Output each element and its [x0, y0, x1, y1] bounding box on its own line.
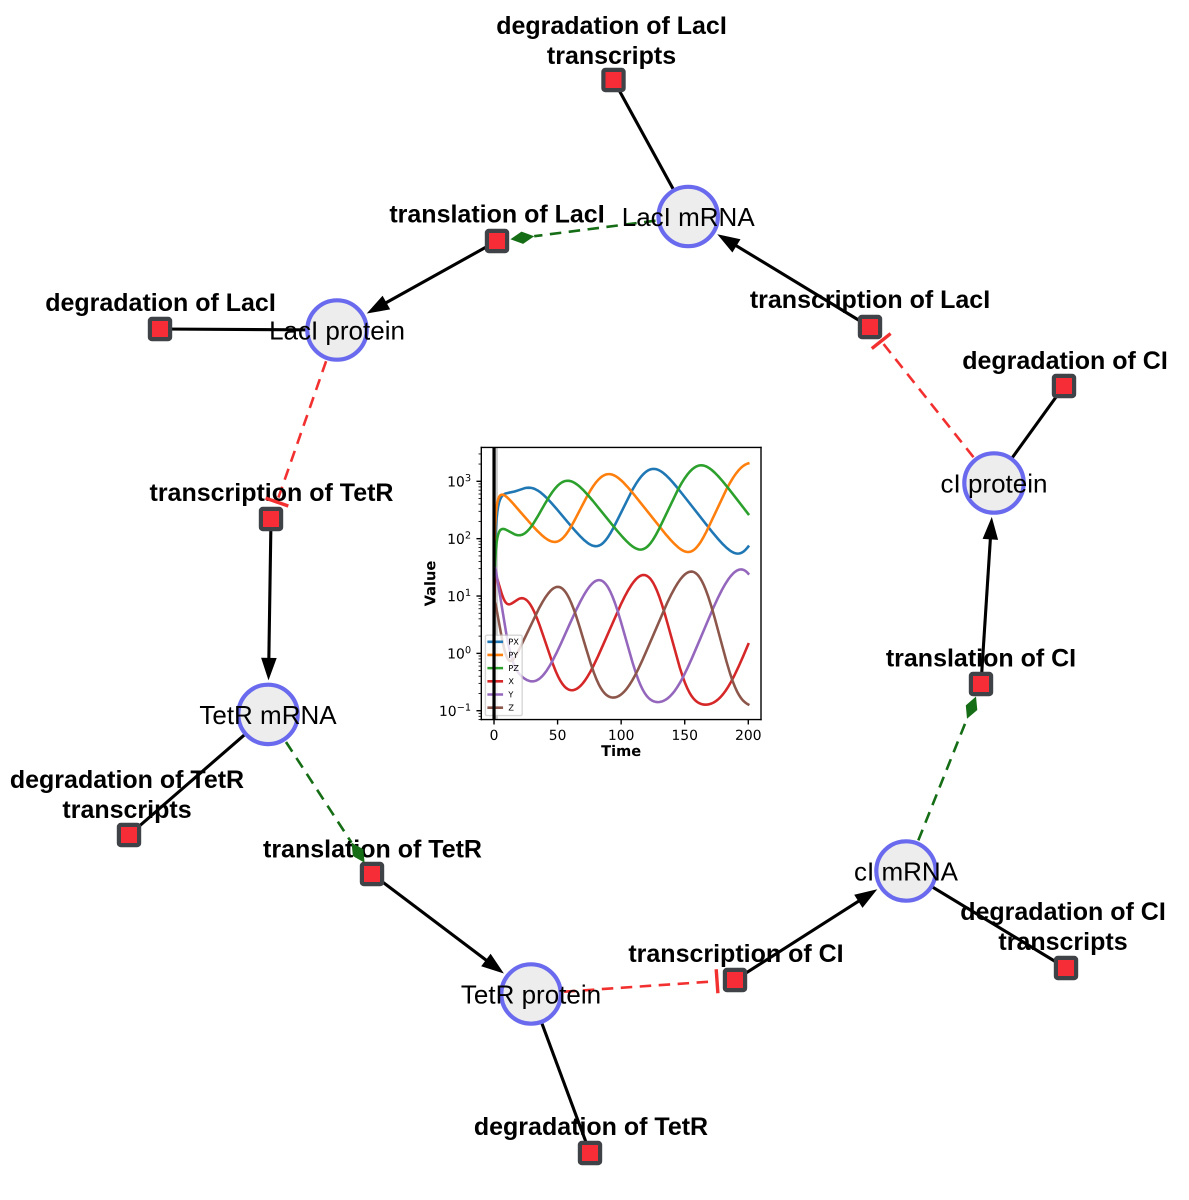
- svg-text:degradation of LacI: degradation of LacI: [496, 12, 727, 40]
- svg-text:transcription of LacI: transcription of LacI: [750, 286, 990, 314]
- svg-text:transcripts: transcripts: [998, 928, 1127, 956]
- svg-text:degradation of TetR: degradation of TetR: [10, 766, 244, 794]
- svg-text:cI mRNA: cI mRNA: [854, 857, 959, 887]
- svg-text:transcription of TetR: transcription of TetR: [150, 479, 394, 507]
- svg-text:TetR mRNA: TetR mRNA: [199, 700, 337, 730]
- svg-text:cI protein: cI protein: [941, 469, 1048, 499]
- svg-text:degradation of LacI: degradation of LacI: [45, 289, 276, 317]
- svg-text:degradation of TetR: degradation of TetR: [474, 1113, 708, 1141]
- svg-text:transcripts: transcripts: [547, 42, 676, 70]
- svg-text:translation of CI: translation of CI: [886, 645, 1076, 673]
- svg-text:TetR protein: TetR protein: [461, 980, 601, 1010]
- svg-text:translation of TetR: translation of TetR: [263, 836, 482, 864]
- svg-text:transcripts: transcripts: [62, 796, 191, 824]
- svg-text:LacI protein: LacI protein: [269, 316, 405, 346]
- svg-text:LacI mRNA: LacI mRNA: [622, 202, 756, 232]
- svg-text:degradation of CI: degradation of CI: [962, 347, 1168, 375]
- svg-text:translation of LacI: translation of LacI: [389, 201, 604, 229]
- svg-text:degradation of CI: degradation of CI: [960, 898, 1166, 926]
- svg-text:transcription of CI: transcription of CI: [628, 940, 843, 968]
